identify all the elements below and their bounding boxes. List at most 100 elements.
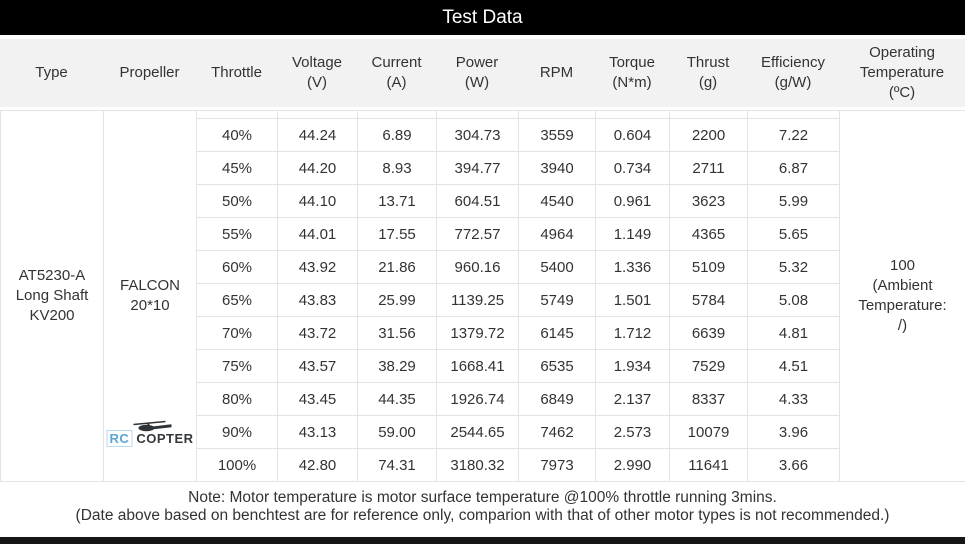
cell-torque: 2.990 [595,448,670,482]
cell-voltage: 44.24 [277,118,358,152]
cell-torque: 1.712 [595,316,670,350]
col-header-operating-temperature: Operating Temperature (ºC) [839,39,965,107]
cell-efficiency: 3.96 [747,415,840,449]
rc-copter-logo: RC COPTER [106,420,194,447]
cell-thrust: 7529 [669,349,748,383]
cell-torque: 1.336 [595,250,670,284]
cell-current: 6.89 [357,118,437,152]
helicopter-icon [133,420,172,432]
operating-temperature-cell: 100 (Ambient Temperature: /) [839,110,965,482]
table-row: 70% 43.72 31.56 1379.72 6145 1.712 6639 … [1,316,965,350]
cell-voltage: 43.72 [277,316,358,350]
cell-power: 3180.32 [436,448,519,482]
cell-thrust: 10079 [669,415,748,449]
cell-thrust: 6639 [669,316,748,350]
cell-thrust: 11641 [669,448,748,482]
cell-power: 1668.41 [436,349,519,383]
cell-efficiency: 3.66 [747,448,840,482]
cell-voltage: 42.80 [277,448,358,482]
cell-throttle: 40% [196,118,278,152]
cell-current: 21.86 [357,250,437,284]
cell-power: 1926.74 [436,382,519,416]
cell-current: 31.56 [357,316,437,350]
cell-efficiency: 4.33 [747,382,840,416]
logo-copter-text: COPTER [136,430,194,446]
spacer-cell [669,110,748,119]
col-header-power: Power (W) [436,39,518,107]
cell-thrust: 3623 [669,184,748,218]
cell-throttle: 80% [196,382,278,416]
cell-rpm: 7462 [518,415,596,449]
cell-rpm: 5400 [518,250,596,284]
col-header-torque: Torque (N*m) [595,39,669,107]
spacer-cell [595,110,670,119]
cell-efficiency: 5.65 [747,217,840,251]
table-row: 45% 44.20 8.93 394.77 3940 0.734 2711 6.… [1,151,965,185]
cell-torque: 0.734 [595,151,670,185]
cell-rpm: 4540 [518,184,596,218]
cell-torque: 1.934 [595,349,670,383]
table-row: 90% 43.13 59.00 2544.65 7462 2.573 10079… [1,415,965,449]
cell-throttle: 100% [196,448,278,482]
cell-rpm: 6145 [518,316,596,350]
cell-current: 44.35 [357,382,437,416]
cell-power: 304.73 [436,118,519,152]
cell-throttle: 90% [196,415,278,449]
cell-rpm: 6849 [518,382,596,416]
col-header-type: Type [0,39,103,107]
cell-voltage: 44.20 [277,151,358,185]
cell-thrust: 5784 [669,283,748,317]
col-header-current: Current (A) [357,39,436,107]
cell-power: 1139.25 [436,283,519,317]
cell-torque: 2.137 [595,382,670,416]
col-header-propeller: Propeller [103,39,196,107]
cell-efficiency: 5.32 [747,250,840,284]
test-data-table: AT5230-A Long Shaft KV200 FALCON 20*10 R… [0,110,965,482]
cell-torque: 0.604 [595,118,670,152]
cell-throttle: 70% [196,316,278,350]
cell-voltage: 43.57 [277,349,358,383]
col-header-throttle: Throttle [196,39,277,107]
cell-thrust: 2200 [669,118,748,152]
cell-voltage: 44.01 [277,217,358,251]
page-title: Test Data [442,6,523,28]
table-row: 80% 43.45 44.35 1926.74 6849 2.137 8337 … [1,382,965,416]
cell-efficiency: 7.22 [747,118,840,152]
footnote-line1: Note: Motor temperature is motor surface… [188,489,777,506]
table-row: 55% 44.01 17.55 772.57 4964 1.149 4365 5… [1,217,965,251]
title-bar: Test Data [0,0,965,35]
col-header-efficiency: Efficiency (g/W) [747,39,839,107]
cell-rpm: 3559 [518,118,596,152]
col-header-rpm: RPM [518,39,595,107]
cell-current: 59.00 [357,415,437,449]
cell-current: 13.71 [357,184,437,218]
cell-torque: 1.501 [595,283,670,317]
table-row: 65% 43.83 25.99 1139.25 5749 1.501 5784 … [1,283,965,317]
cell-thrust: 8337 [669,382,748,416]
col-header-thrust: Thrust (g) [669,39,747,107]
cell-current: 17.55 [357,217,437,251]
cell-efficiency: 6.87 [747,151,840,185]
footnote-line2: (Date above based on benchtest are for r… [75,507,890,524]
cell-torque: 1.149 [595,217,670,251]
spacer-cell [196,110,278,119]
cell-torque: 2.573 [595,415,670,449]
cell-voltage: 44.10 [277,184,358,218]
table-row: 60% 43.92 21.86 960.16 5400 1.336 5109 5… [1,250,965,284]
cell-throttle: 65% [196,283,278,317]
cell-efficiency: 5.99 [747,184,840,218]
cell-current: 25.99 [357,283,437,317]
cell-efficiency: 4.81 [747,316,840,350]
cell-current: 38.29 [357,349,437,383]
table-header-row: Type Propeller Throttle Voltage (V) Curr… [0,39,965,107]
spacer-cell [436,110,519,119]
spacer-row: AT5230-A Long Shaft KV200 FALCON 20*10 R… [0,110,965,482]
cell-power: 772.57 [436,217,519,251]
cell-rpm: 3940 [518,151,596,185]
cell-efficiency: 4.51 [747,349,840,383]
cell-rpm: 7973 [518,448,596,482]
cell-rpm: 5749 [518,283,596,317]
cell-power: 960.16 [436,250,519,284]
cell-throttle: 75% [196,349,278,383]
